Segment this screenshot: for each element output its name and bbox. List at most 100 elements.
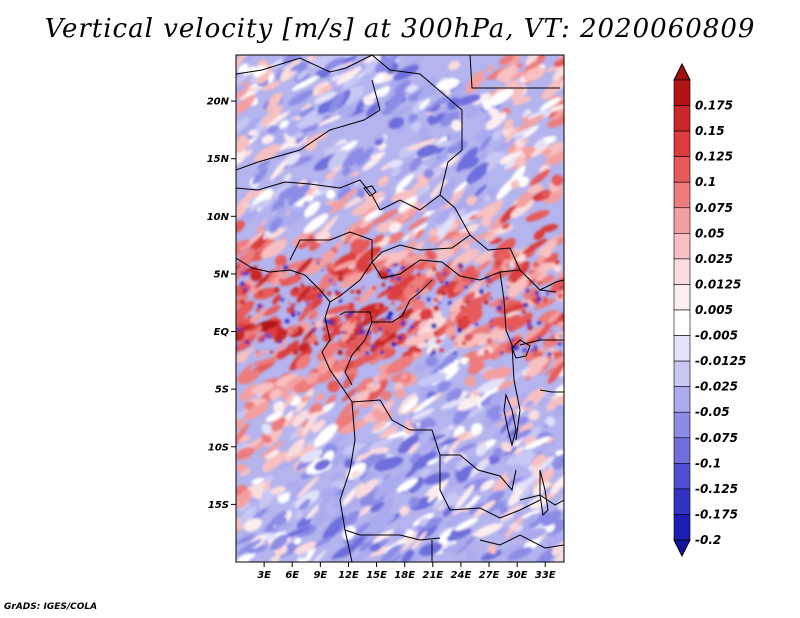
convective-cell — [311, 321, 315, 325]
field-cell — [473, 184, 487, 198]
convective-cell — [559, 286, 564, 290]
convective-cell — [493, 264, 499, 270]
field-cell — [298, 342, 310, 352]
field-cell — [453, 271, 463, 282]
colorbar-label: -0.1 — [695, 456, 721, 470]
field-cell — [462, 157, 480, 170]
field-cell — [304, 201, 321, 218]
field-cell — [489, 237, 503, 245]
convective-cell — [442, 272, 447, 276]
field-cell — [390, 189, 416, 202]
field-cell — [466, 162, 490, 184]
field-cell — [462, 494, 475, 507]
field-cell — [236, 55, 250, 73]
field-cell — [290, 286, 301, 297]
convective-cell — [508, 326, 512, 329]
field-cell — [265, 510, 288, 530]
field-cell — [517, 176, 529, 188]
convective-cell — [292, 349, 299, 355]
border-south-sudan — [469, 234, 557, 293]
colorbar-segment — [673, 411, 691, 439]
field-cell — [318, 114, 344, 126]
convective-cell — [277, 326, 283, 332]
field-cell — [236, 219, 245, 233]
convective-cell — [350, 289, 355, 294]
colorbar-segment — [673, 79, 691, 106]
field-cell — [481, 199, 504, 224]
field-cell — [326, 304, 351, 315]
field-cell — [457, 443, 477, 452]
field-cell — [280, 207, 305, 229]
convective-cell — [255, 307, 261, 313]
field-cell — [517, 416, 528, 426]
field-cell — [240, 325, 262, 342]
convective-cell — [275, 327, 279, 331]
convective-cell — [525, 288, 530, 294]
convective-cell — [337, 318, 342, 323]
field-cell — [325, 172, 337, 180]
field-cell — [507, 274, 531, 298]
convective-cell — [293, 344, 300, 351]
field-cell — [236, 239, 251, 252]
field-cell — [551, 536, 564, 556]
field-cell — [337, 408, 360, 432]
convective-cell — [437, 301, 441, 305]
field-cell — [445, 326, 456, 338]
convective-cell — [489, 280, 493, 284]
convective-cell — [426, 297, 431, 302]
field-cell — [470, 422, 483, 435]
convective-cell — [444, 280, 449, 286]
convective-cell — [306, 302, 310, 305]
convective-cell — [537, 336, 542, 341]
field-cell — [406, 209, 416, 217]
convective-cell — [428, 353, 432, 356]
field-cell — [316, 231, 331, 242]
convective-cell — [398, 296, 404, 302]
field-cell — [283, 420, 292, 428]
field-cell — [466, 460, 490, 479]
field-cell — [413, 395, 436, 414]
field-cell — [450, 298, 465, 312]
field-cell — [436, 209, 451, 225]
field-cell — [269, 554, 280, 562]
convective-cell — [436, 276, 440, 280]
field-cell — [500, 504, 524, 521]
convective-cell — [287, 301, 291, 305]
field-cell — [525, 513, 540, 524]
lon-tick-label: 27E — [479, 570, 500, 581]
field-cell — [463, 231, 493, 245]
field-cell — [528, 356, 549, 369]
field-cell — [358, 284, 377, 305]
convective-cell — [473, 312, 480, 318]
field-cell — [243, 66, 256, 76]
field-cell — [551, 174, 564, 187]
field-cell — [372, 320, 386, 332]
convective-cell — [256, 350, 259, 354]
field-cell — [424, 311, 443, 333]
lat-tick-label: 5S — [215, 385, 229, 396]
field-cell — [450, 231, 473, 241]
field-cell — [457, 395, 482, 411]
field-cell — [364, 545, 394, 557]
field-cell — [300, 449, 323, 463]
field-cell — [236, 204, 247, 219]
lake-victoria — [511, 339, 531, 359]
field-cell — [417, 372, 447, 387]
field-cell — [453, 209, 467, 218]
field-cell — [372, 529, 395, 543]
convective-cell — [490, 319, 493, 322]
field-cell — [533, 547, 556, 562]
field-cell — [454, 302, 474, 321]
field-cell — [501, 303, 527, 315]
field-cell — [425, 249, 435, 259]
convective-cell — [430, 315, 434, 319]
field-cell — [431, 104, 440, 113]
field-cell — [398, 434, 419, 454]
field-cell — [377, 85, 390, 98]
convective-cell — [398, 323, 402, 328]
convective-cell — [286, 307, 293, 313]
convective-cell — [245, 339, 250, 345]
field-cell — [335, 66, 362, 86]
colorbar-top-arrow — [673, 62, 691, 81]
field-cell — [330, 458, 347, 468]
